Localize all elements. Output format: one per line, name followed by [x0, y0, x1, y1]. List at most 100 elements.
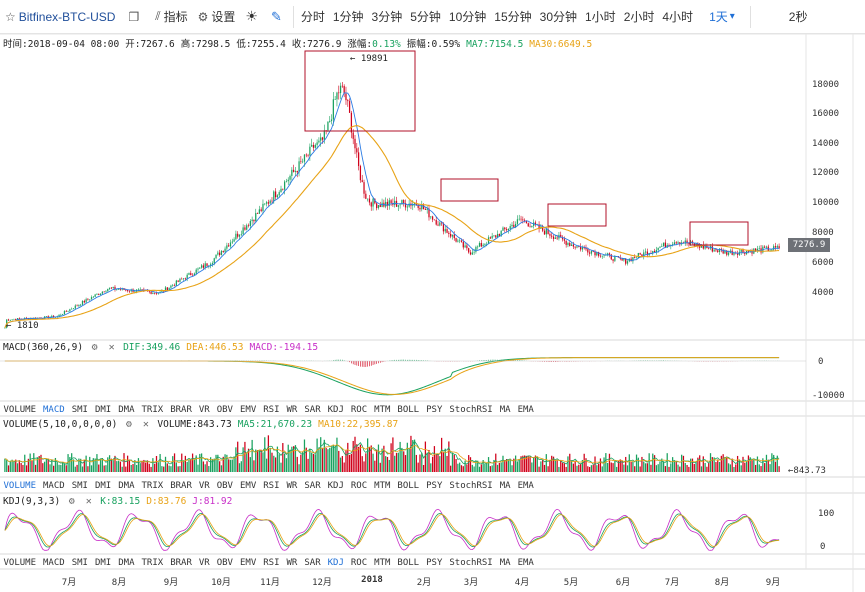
indicator-tab[interactable]: BRAR [170, 404, 192, 415]
candle-body [305, 154, 307, 156]
indicator-tab[interactable]: StochRSI [449, 557, 493, 568]
macd-gear-icon[interactable]: ⚙ [91, 342, 98, 353]
interval-7[interactable]: 1小时 [585, 10, 616, 24]
indicator-tab[interactable]: MA [499, 557, 511, 568]
candle-body [569, 242, 571, 246]
indicator-tab[interactable]: DMI [94, 404, 112, 415]
volume-bar [31, 460, 33, 472]
indicator-tab[interactable]: SAR [304, 557, 321, 568]
volume-bar [85, 455, 87, 472]
indicator-button[interactable]: ⫽ 指标 [150, 0, 192, 34]
indicator-tab[interactable]: VOLUME [3, 480, 37, 491]
indicator-tab[interactable]: KDJ [327, 404, 344, 415]
indicator-tab[interactable]: WR [286, 480, 298, 491]
indicator-tab[interactable]: SMI [71, 557, 88, 568]
indicator-tab[interactable]: EMV [239, 480, 257, 491]
indicator-tab[interactable]: VR [198, 557, 210, 568]
interval-selected[interactable]: 1天 ▾ [697, 0, 747, 34]
indicator-tab[interactable]: OBV [216, 404, 233, 415]
indicator-tab[interactable]: RSI [263, 557, 280, 568]
macd-close-icon[interactable]: ✕ [108, 342, 115, 353]
volume-bar [448, 441, 450, 472]
star-icon[interactable]: ☆ [5, 9, 16, 24]
indicator-tab[interactable]: SMI [71, 480, 88, 491]
indicator-tab[interactable]: BOLL [397, 404, 420, 415]
kdj-close-icon[interactable]: ✕ [85, 496, 92, 507]
copy-button[interactable]: ❐ [120, 0, 150, 34]
volume-bar [345, 450, 347, 472]
indicator-tab[interactable]: DMA [118, 404, 135, 415]
indicator-tab[interactable]: PSY [426, 480, 443, 491]
indicator-tab[interactable]: TRIX [141, 404, 164, 415]
indicator-tab[interactable]: PSY [426, 557, 443, 568]
indicator-tab[interactable]: StochRSI [449, 480, 493, 491]
indicator-tab[interactable]: DMI [94, 480, 112, 491]
interval-8[interactable]: 2小时 [623, 10, 655, 24]
indicator-tab[interactable]: MTM [374, 480, 391, 491]
indicator-tab[interactable]: VR [198, 480, 210, 491]
indicator-tab[interactable]: MTM [374, 557, 391, 568]
indicator-tab[interactable]: EMV [239, 404, 257, 415]
volume-bar [424, 441, 427, 472]
indicator-tab[interactable]: StochRSI [449, 404, 493, 415]
indicator-tab[interactable]: BOLL [397, 557, 420, 568]
indicator-tab[interactable]: MA [499, 404, 511, 415]
interval-4[interactable]: 10分钟 [448, 10, 487, 24]
interval-9[interactable]: 4小时 [662, 10, 694, 24]
volume-gear-icon[interactable]: ⚙ [125, 419, 132, 430]
indicator-tab[interactable]: TRIX [141, 480, 164, 491]
indicator-tab[interactable]: KDJ [327, 480, 344, 491]
indicator-tab[interactable]: WR [286, 557, 298, 568]
indicator-tab[interactable]: MACD [43, 404, 65, 415]
indicator-tab[interactable]: RSI [263, 404, 280, 415]
indicator-tab[interactable]: SMI [71, 404, 88, 415]
indicator-tab[interactable]: ROC [350, 557, 368, 568]
indicator-tab[interactable]: BOLL [397, 480, 420, 491]
indicator-tab[interactable]: OBV [216, 480, 233, 491]
volume-close-icon[interactable]: ✕ [142, 419, 149, 430]
interval-6[interactable]: 30分钟 [539, 10, 577, 24]
indicator-tab[interactable]: DMI [94, 557, 112, 568]
indicator-tab[interactable]: DMA [118, 480, 135, 491]
indicator-tab[interactable]: BRAR [170, 557, 192, 568]
indicator-tab[interactable]: SAR [304, 480, 321, 491]
interval-3[interactable]: 5分钟 [410, 10, 441, 24]
indicator-tab[interactable]: VOLUME [3, 557, 37, 568]
indicator-tab[interactable]: TRIX [141, 557, 164, 568]
indicator-tab[interactable]: EMA [517, 557, 534, 568]
interval-1[interactable]: 1分钟 [332, 10, 364, 24]
indicator-tab[interactable]: OBV [216, 557, 233, 568]
kdj-gear-icon[interactable]: ⚙ [68, 496, 75, 507]
indicator-tab[interactable]: PSY [426, 404, 443, 415]
volume-bar [413, 439, 416, 472]
volume-bar [614, 461, 616, 472]
draw-button[interactable]: ✎ [266, 0, 290, 34]
indicator-tab[interactable]: EMA [517, 404, 534, 415]
indicator-tab[interactable]: DMA [118, 557, 135, 568]
indicator-tab[interactable]: WR [286, 404, 298, 415]
indicator-tab[interactable]: MACD [43, 480, 65, 491]
interval-0[interactable]: 分时 [300, 10, 325, 24]
interval-5[interactable]: 15分钟 [494, 10, 532, 24]
settings-button[interactable]: ⚙ 设置 [193, 0, 241, 34]
volume-bar [724, 456, 726, 472]
indicator-tab[interactable]: KDJ [327, 557, 344, 568]
indicator-tab[interactable]: MACD [43, 557, 65, 568]
interval-2[interactable]: 3分钟 [371, 10, 403, 24]
volume-bar [487, 457, 490, 472]
indicator-tab[interactable]: VR [198, 404, 210, 415]
indicator-tab[interactable]: SAR [304, 404, 321, 415]
refresh-rate[interactable]: 2秒 [784, 0, 813, 34]
symbol-selector[interactable]: ☆ Bitfinex-BTC-USD [0, 0, 120, 34]
indicator-tab[interactable]: VOLUME [3, 404, 37, 415]
indicator-tab[interactable]: MTM [374, 404, 391, 415]
indicator-tab[interactable]: MA [499, 480, 511, 491]
indicator-tab[interactable]: BRAR [170, 480, 192, 491]
indicator-tab[interactable]: ROC [350, 480, 368, 491]
indicator-tab[interactable]: EMA [517, 480, 534, 491]
indicator-tab[interactable]: RSI [263, 480, 280, 491]
theme-toggle[interactable]: ☀ [240, 0, 266, 34]
indicator-tab[interactable]: EMV [239, 557, 257, 568]
indicator-tab[interactable]: ROC [350, 404, 368, 415]
